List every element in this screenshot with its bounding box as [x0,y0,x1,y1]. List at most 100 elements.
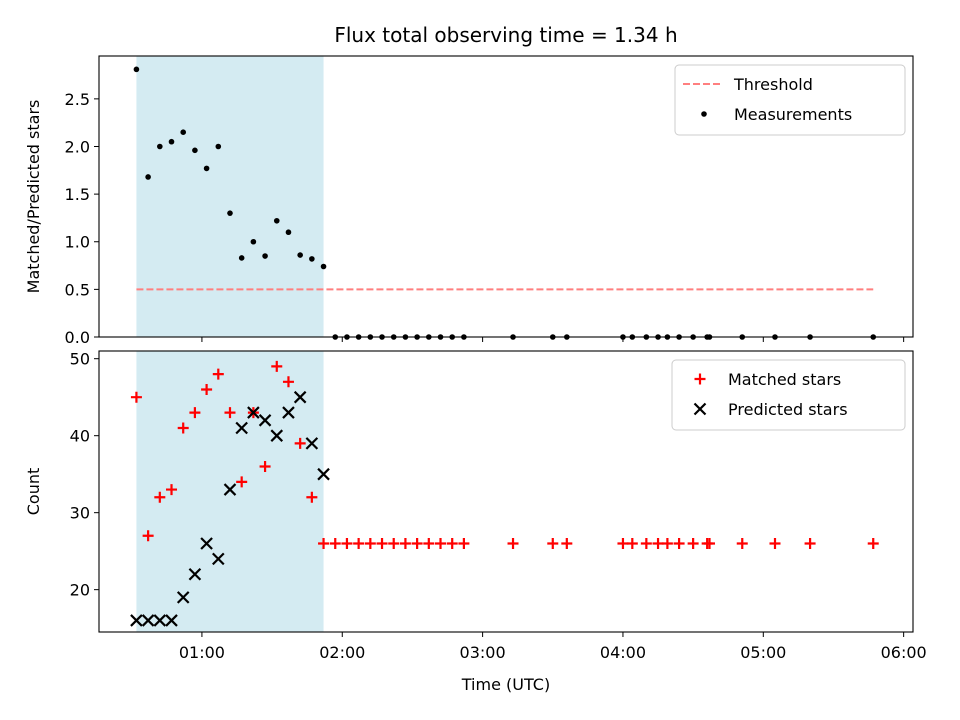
count-series-0-point [617,537,629,549]
count-axes-frame [98,350,914,633]
count-series-0-point [166,484,178,496]
count-series-0-point [364,537,376,549]
count-y-axis-label: Count [24,468,43,516]
count-series-0-point [306,491,318,503]
count-series-1-point [141,614,155,627]
count-series-0-point [769,537,781,549]
count-series-0-point [411,537,423,549]
count-series-0-point [626,537,638,549]
count-series-0-point [142,530,154,542]
count-series-1-point [282,406,295,419]
count-series-0-point [177,422,189,434]
count-series-0-point [867,537,879,549]
ratio-series-0-point [145,174,151,180]
count-series-0-point [353,537,365,549]
ratio-series-0-point [227,210,233,216]
count-series-0-point [294,437,306,449]
count-legend-label: Matched stars [728,370,841,389]
count-y-tick-label: 50 [70,350,90,369]
ratio-legend-label: Measurements [734,105,852,124]
count-x-tick-label: 01:00 [179,643,225,662]
ratio-series-0-point [262,253,268,259]
count-series-0-point [282,376,294,388]
count-series-0-point [130,391,142,403]
count-x-tick-label: 02:00 [319,643,365,662]
count-series-0-point [388,537,400,549]
count-panel: 01:00 02:00 03:00 04:00 05:00 06:00 20 30 40 50 Co… [24,350,927,662]
ratio-series-0-point [285,229,292,236]
count-legend-marker [693,402,707,416]
count-series-0-point [201,383,213,395]
count-series-0-point [687,537,699,549]
count-x-tick-label: 05:00 [740,643,786,662]
count-series-0-point [236,476,248,488]
count-series-0-point [673,537,685,549]
count-series-0-point [640,537,652,549]
count-series-0-point [736,537,748,549]
ratio-y-tick-label: 2.0 [65,137,90,156]
ratio-y-tick-label: 1.5 [65,185,90,204]
ratio-series-0-point [320,263,327,270]
ratio-series-0-point [250,238,257,245]
ratio-series-0-point [297,252,303,258]
count-y-tick-label: 20 [70,581,90,600]
count-series-0-point [271,360,283,372]
ratio-legend-box [674,64,906,136]
count-series-0-point [341,537,353,549]
count-series-0-point [446,537,458,549]
count-series-0-point [318,537,330,549]
count-y-tick-label: 30 [70,504,90,523]
count-series-1-point [235,421,248,435]
ratio-series-0-point [133,66,140,73]
count-series-0-point [154,491,166,503]
ratio-y-tick-label: 1.0 [65,233,90,252]
count-series-1-point [247,406,260,419]
count-series-1-point [258,414,272,427]
count-legend-label: Predicted stars [728,400,848,419]
ratio-legend-marker [701,111,707,117]
count-series-0-point [224,407,236,419]
count-series-1-point [153,614,167,627]
count-series-0-point [804,537,816,549]
count-series-0-point [458,537,470,549]
ratio-series-0-point [215,143,222,150]
count-x-tick-label: 06:00 [881,643,927,662]
ratio-series-0-point [157,143,163,150]
count-series-0-point [329,537,341,549]
count-series-0-point [376,537,388,549]
count-series-0-point [399,537,411,549]
ratio-panel: 0.0 0.5 1.0 1.5 2.0 2.5 Matched/Predicted star… [24,55,914,347]
count-series-0-point [212,368,224,380]
ratio-series-0-point [238,255,245,261]
ratio-series-0-point [180,129,187,136]
count-series-1-point [188,567,202,581]
ratio-series-0-point [273,217,280,224]
ratio-y-tick-label: 0.0 [65,328,90,347]
count-legend-box [671,359,906,431]
count-series-1-point [212,552,225,566]
count-series-1-point [270,429,284,442]
ratio-legend-label: Threshold [733,75,813,94]
count-x-tick-label: 04:00 [600,643,646,662]
ratio-y-axis-label: Matched/Predicted stars [24,100,43,294]
count-series-0-point [435,537,447,549]
count-x-tick-label: 03:00 [460,643,506,662]
ratio-axes-frame [98,55,914,338]
ratio-series-0-point [309,256,315,262]
count-series-1-point [293,390,307,404]
count-series-0-point [547,537,559,549]
count-series-0-point [259,460,271,472]
count-legend-marker [694,373,706,385]
chart-title: Flux total observing time = 1.34 h [334,23,677,47]
count-series-0-point [652,537,664,549]
ratio-series-0-point [192,147,198,154]
count-series-0-point [507,537,519,549]
count-observing-span [136,351,324,632]
count-series-1-point [305,437,319,450]
count-series-1-point [200,537,213,550]
count-series-1-point [176,591,190,604]
ratio-observing-span [136,56,324,337]
ratio-y-tick-label: 2.5 [65,90,90,109]
count-series-0-point [423,537,435,549]
